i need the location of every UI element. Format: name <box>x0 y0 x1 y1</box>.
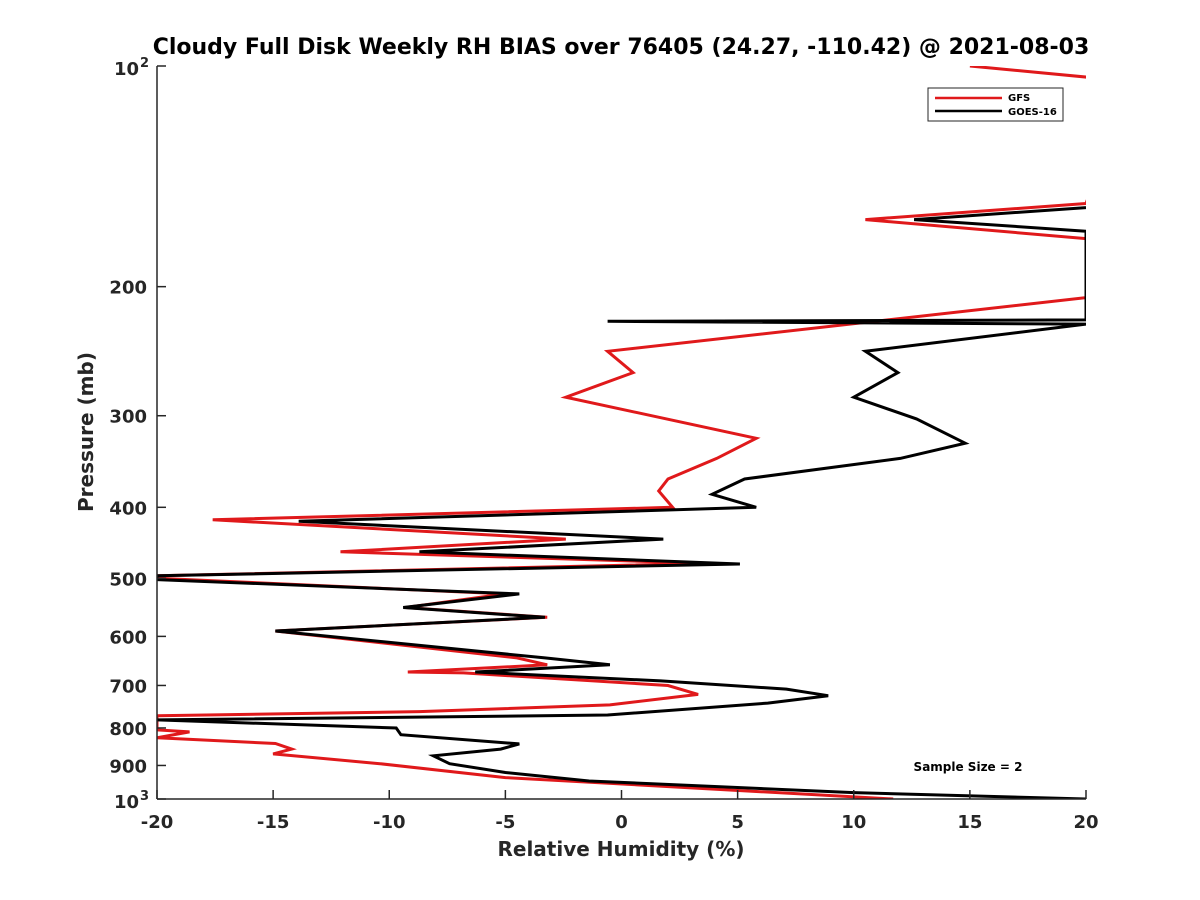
y-tick-exponent: 2 <box>140 56 149 71</box>
x-tick-label: -10 <box>373 812 406 833</box>
series-layer <box>157 66 1086 799</box>
x-tick-label: 10 <box>841 812 866 833</box>
x-tick-label: -5 <box>495 812 515 833</box>
x-tick-label: -20 <box>141 812 174 833</box>
y-tick-label: 200 <box>109 278 147 299</box>
x-tick-label: 0 <box>615 812 628 833</box>
legend-label-goes-16: GOES-16 <box>1008 107 1057 118</box>
y-tick-label: 300 <box>109 407 147 428</box>
plot-area: -20 -15 -10 -5 0 5 10 15 20 10 220030040050060070… <box>109 56 1099 833</box>
chart-title: Cloudy Full Disk Weekly RH BIAS over 764… <box>153 35 1090 60</box>
y-tick-label: 10 <box>114 59 139 80</box>
x-tick-label: 5 <box>731 812 744 833</box>
series-line-goes-16 <box>157 206 1086 799</box>
x-tick-label: 20 <box>1073 812 1098 833</box>
x-tick-label: 15 <box>957 812 982 833</box>
legend-label-gfs: GFS <box>1008 93 1030 104</box>
x-ticks: -20 -15 -10 -5 0 5 10 15 20 <box>141 790 1099 833</box>
y-axis-label: Pressure (mb) <box>74 352 98 512</box>
y-tick-label: 10 <box>114 792 139 813</box>
y-tick-label: 400 <box>109 498 147 519</box>
y-tick-label: 600 <box>109 627 147 648</box>
x-axis-label: Relative Humidity (%) <box>497 837 744 861</box>
legend: GFS GOES-16 <box>927 87 1064 122</box>
sample-size-annotation: Sample Size = 2 <box>914 760 1023 774</box>
plot-background <box>157 66 1086 799</box>
y-tick-exponent: 3 <box>140 789 149 804</box>
legend-box <box>927 87 1064 122</box>
y-tick-label: 800 <box>109 719 147 740</box>
y-tick-label: 500 <box>109 569 147 590</box>
y-tick-label: 700 <box>109 676 147 697</box>
x-tick-label: -15 <box>257 812 290 833</box>
y-tick-label: 900 <box>109 756 147 777</box>
